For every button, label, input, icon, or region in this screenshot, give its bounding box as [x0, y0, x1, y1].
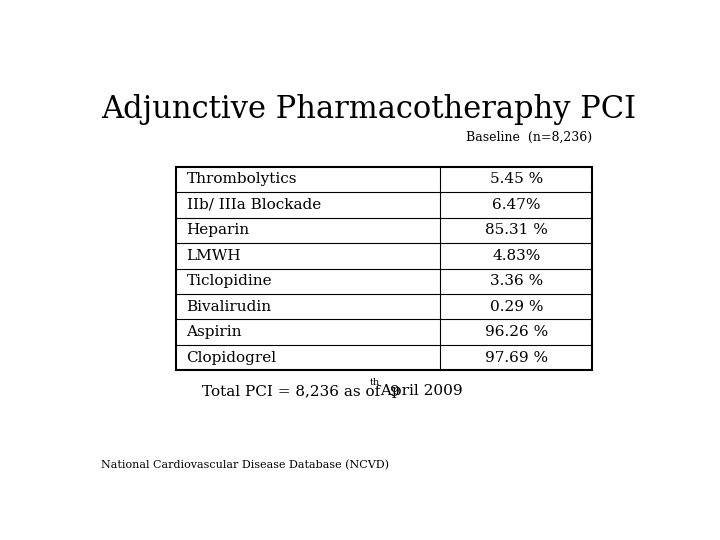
Text: Aspirin: Aspirin [186, 325, 242, 339]
Text: Ticlopidine: Ticlopidine [186, 274, 272, 288]
Text: IIb/ IIIa Blockade: IIb/ IIIa Blockade [186, 198, 321, 212]
Text: National Cardiovascular Disease Database (NCVD): National Cardiovascular Disease Database… [101, 460, 389, 470]
Text: LMWH: LMWH [186, 249, 241, 263]
Text: Thrombolytics: Thrombolytics [186, 172, 297, 186]
Text: 4.83%: 4.83% [492, 249, 541, 263]
Text: 3.36 %: 3.36 % [490, 274, 543, 288]
Text: Heparin: Heparin [186, 224, 250, 238]
Text: 85.31 %: 85.31 % [485, 224, 548, 238]
Text: Bivalirudin: Bivalirudin [186, 300, 271, 314]
Text: Total PCI = 8,236 as of  9: Total PCI = 8,236 as of 9 [202, 384, 400, 398]
Text: 96.26 %: 96.26 % [485, 325, 548, 339]
Text: 5.45 %: 5.45 % [490, 172, 543, 186]
Text: Clopidogrel: Clopidogrel [186, 350, 276, 365]
Text: th: th [370, 377, 380, 387]
Text: Baseline  (n=8,236): Baseline (n=8,236) [466, 131, 593, 144]
Text: Adjunctive Pharmacotheraphy PCI: Adjunctive Pharmacotheraphy PCI [102, 94, 636, 125]
Text: 0.29 %: 0.29 % [490, 300, 543, 314]
Text: 97.69 %: 97.69 % [485, 350, 548, 365]
Text: 6.47%: 6.47% [492, 198, 541, 212]
Text: April 2009: April 2009 [376, 384, 462, 398]
